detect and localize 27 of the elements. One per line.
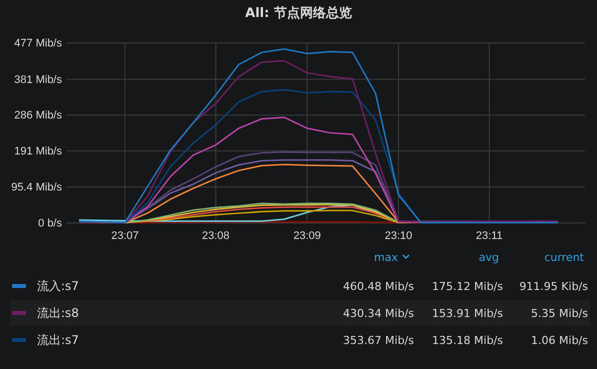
text: 1.06 Mib/s (531, 334, 588, 347)
text: 911.95 Kib/s (519, 280, 588, 293)
text: 153.91 Mib/s (432, 307, 504, 320)
x-tick-label: 23:11 (476, 230, 503, 242)
x-tick-label: 23:10 (384, 230, 412, 242)
text: 175.12 Mib/s (432, 280, 504, 293)
legend-label: 流出:s7 (37, 333, 79, 347)
text: max (374, 251, 398, 264)
text: 460.48 Mib/s (343, 280, 414, 293)
legend-label: 流出:s8 (37, 306, 79, 320)
y-tick-label: 191 Mib/s (14, 145, 62, 158)
x-tick-label: 23:07 (111, 230, 139, 242)
text: current (544, 251, 585, 264)
text: 430.34 Mib/s (343, 307, 414, 320)
y-tick-label: 381 Mib/s (14, 74, 62, 86)
y-tick-label: 477 Mib/s (14, 38, 62, 50)
legend-label: 流入:s7 (37, 279, 79, 293)
y-tick-label: 0 b/s (38, 218, 62, 230)
y-tick-label: 95.4 Mib/s (11, 182, 62, 194)
chart-title: All: 节点网络总览 (245, 5, 352, 21)
x-tick-label: 23:09 (293, 230, 321, 242)
text: 135.18 Mib/s (432, 334, 504, 347)
text: 5.35 Mib/s (531, 307, 588, 320)
y-tick-label: 286 Mib/s (14, 110, 62, 122)
x-tick-label: 23:08 (202, 230, 230, 242)
text: 353.67 Mib/s (343, 334, 414, 347)
text: avg (478, 251, 499, 264)
